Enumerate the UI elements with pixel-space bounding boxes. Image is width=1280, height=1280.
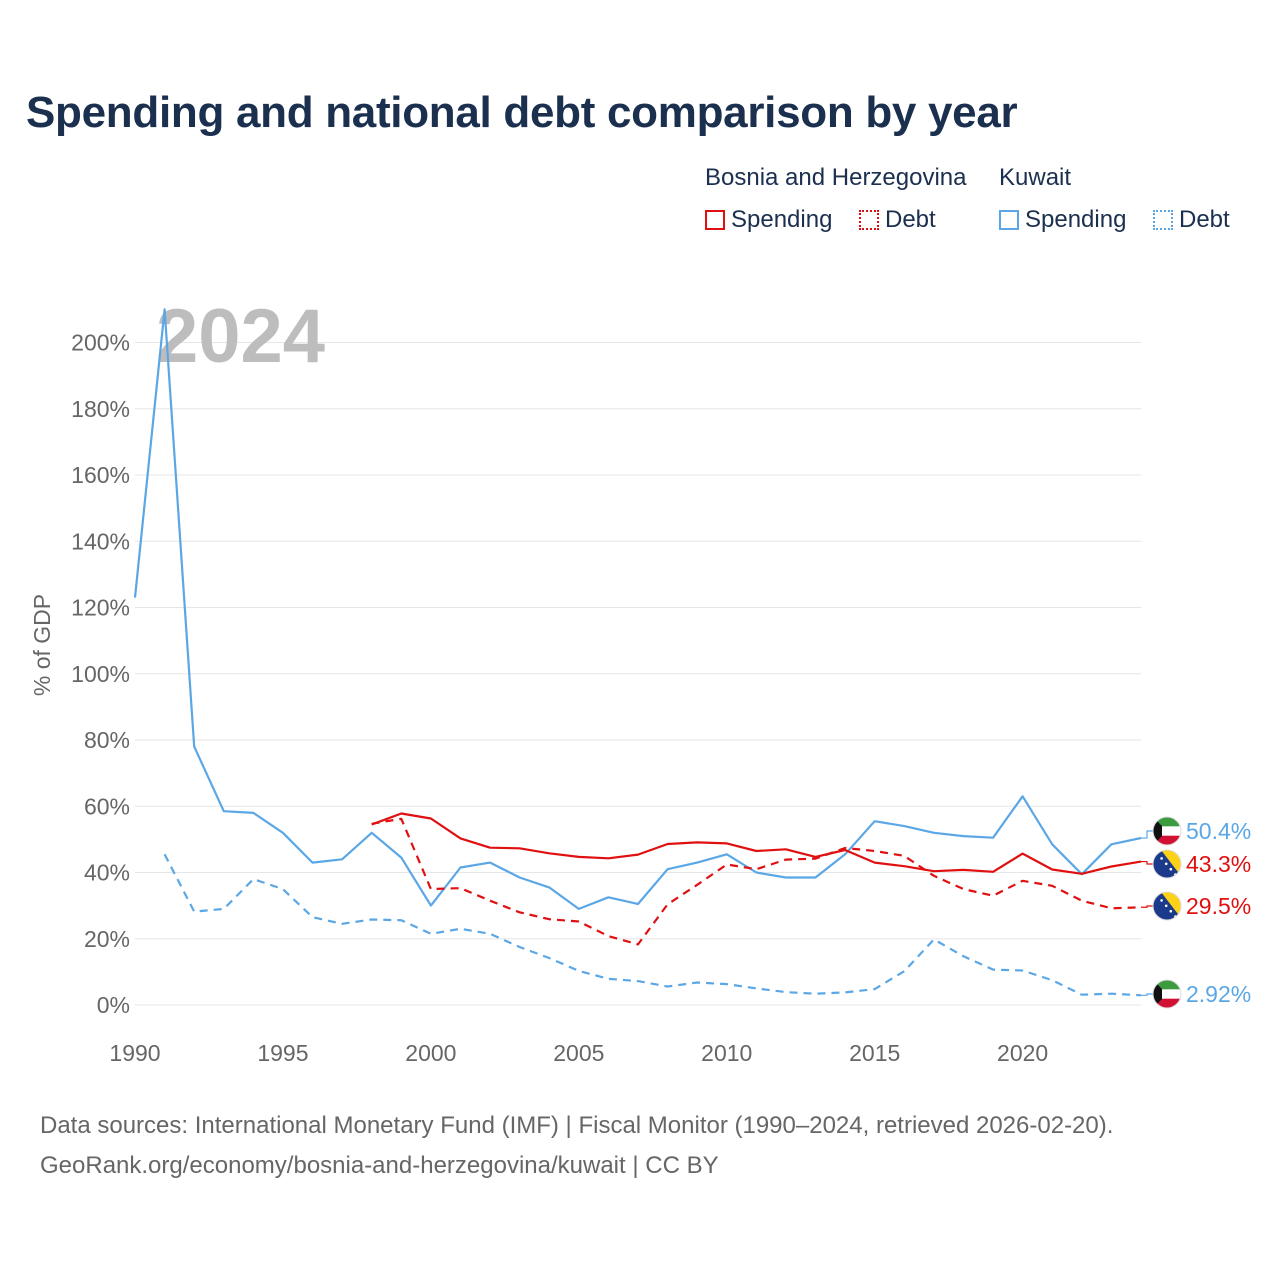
x-axis-ticks: 1990 1995 2000 2005 2010 2015 2020	[109, 1040, 1048, 1066]
y-tick-80: 80%	[84, 727, 130, 753]
kuwait-flag-icon	[1152, 979, 1182, 1009]
series-line-bih-debt	[371, 817, 1142, 946]
end-markers: 50.4% 43.3% 29.5% 2.92%	[1141, 816, 1251, 1009]
y-tick-40: 40%	[84, 860, 130, 886]
legend-item-bih-debt[interactable]: Debt	[859, 206, 936, 234]
kw-flag-red	[1153, 835, 1181, 845]
year-watermark: 2024	[156, 294, 325, 379]
x-tick-1990: 1990	[109, 1040, 160, 1066]
data-source-line: Data sources: International Monetary Fun…	[40, 1112, 1114, 1139]
grid-lines	[135, 342, 1141, 1006]
kw-flag-white	[1153, 826, 1181, 836]
legend-group-kuwait: Kuwait	[999, 164, 1072, 191]
x-tick-2005: 2005	[553, 1040, 604, 1066]
kw-flag-green	[1153, 980, 1181, 990]
series-lines	[133, 308, 1142, 997]
end-label-kw-spending: 50.4%	[1186, 818, 1251, 844]
legend-group-bih: Bosnia and Herzegovina	[705, 164, 967, 191]
y-tick-200: 200%	[71, 330, 130, 356]
flag-border-kw-spending	[1152, 816, 1182, 846]
y-axis-label: % of GDP	[29, 594, 55, 696]
legend-item-bih-spending[interactable]: Spending	[705, 206, 832, 234]
legend-label-bih-debt: Debt	[885, 206, 936, 233]
y-tick-20: 20%	[84, 926, 130, 952]
ba-flag-yellow	[1161, 892, 1181, 918]
bosnia-flag-icon	[1152, 891, 1182, 921]
y-tick-60: 60%	[84, 793, 130, 819]
x-tick-2015: 2015	[849, 1040, 900, 1066]
ba-flag-star-1	[1160, 899, 1163, 902]
x-tick-1995: 1995	[257, 1040, 308, 1066]
kw-flag-green	[1153, 817, 1181, 827]
ba-flag-star-2	[1164, 904, 1168, 908]
flag-border-bih-spending	[1152, 849, 1182, 879]
y-tick-0: 0%	[97, 992, 130, 1018]
series-line-kw-spending	[133, 308, 1142, 911]
leader-line-bih-debt	[1141, 905, 1153, 908]
kw-flag-white	[1153, 989, 1181, 999]
flag-body-bih-spending	[1153, 850, 1181, 878]
leader-line-bih-spending	[1141, 860, 1153, 865]
legend-swatch-kuwait-debt	[1153, 210, 1173, 230]
legend-label-bih-spending: Spending	[731, 206, 833, 233]
y-tick-180: 180%	[71, 396, 130, 422]
source-url-line: GeoRank.org/economy/bosnia-and-herzegovi…	[40, 1152, 719, 1179]
ba-flag-star-1	[1160, 857, 1163, 860]
ba-flag-star-3	[1169, 909, 1173, 913]
legend-label-kuwait-spending: Spending	[1025, 206, 1127, 233]
legend-label-kuwait-debt: Debt	[1179, 206, 1230, 233]
legend-swatch-bih-debt	[859, 210, 879, 230]
kw-flag-red	[1153, 998, 1181, 1008]
ba-flag-star-2	[1164, 862, 1168, 866]
end-label-kw-debt: 2.92%	[1186, 981, 1251, 1007]
legend-item-kuwait-spending[interactable]: Spending	[999, 206, 1126, 234]
leader-line-kw-spending	[1141, 830, 1153, 839]
footer: Data sources: International Monetary Fun…	[40, 1106, 1113, 1186]
x-tick-2000: 2000	[405, 1040, 456, 1066]
x-tick-2010: 2010	[701, 1040, 752, 1066]
legend-swatch-kuwait-spending	[999, 210, 1019, 230]
x-tick-2020: 2020	[997, 1040, 1048, 1066]
kuwait-flag-icon	[1152, 816, 1182, 846]
ba-flag-yellow	[1161, 850, 1181, 876]
end-label-bih-spending: 43.3%	[1186, 851, 1251, 877]
series-line-kw-debt	[163, 853, 1142, 997]
legend-item-kuwait-debt[interactable]: Debt	[1153, 206, 1230, 234]
flag-border-kw-debt	[1152, 979, 1182, 1009]
y-tick-160: 160%	[71, 462, 130, 488]
flag-border-bih-debt	[1152, 891, 1182, 921]
end-label-bih-debt: 29.5%	[1186, 893, 1251, 919]
y-axis-ticks: 0% 20% 40% 60% 80% 100% 120% 140% 160% 180% 200%	[71, 330, 130, 1019]
chart-title: Spending and national debt comparison by…	[26, 88, 1018, 137]
y-tick-140: 140%	[71, 528, 130, 554]
series-line-bih-spending	[371, 812, 1142, 875]
bosnia-flag-icon	[1152, 849, 1182, 879]
legend-swatch-bih-spending	[705, 210, 725, 230]
y-tick-100: 100%	[71, 661, 130, 687]
flag-body-bih-debt	[1153, 892, 1181, 920]
ba-flag-star-3	[1169, 867, 1173, 871]
y-tick-120: 120%	[71, 595, 130, 621]
leader-line-kw-debt	[1141, 993, 1153, 996]
